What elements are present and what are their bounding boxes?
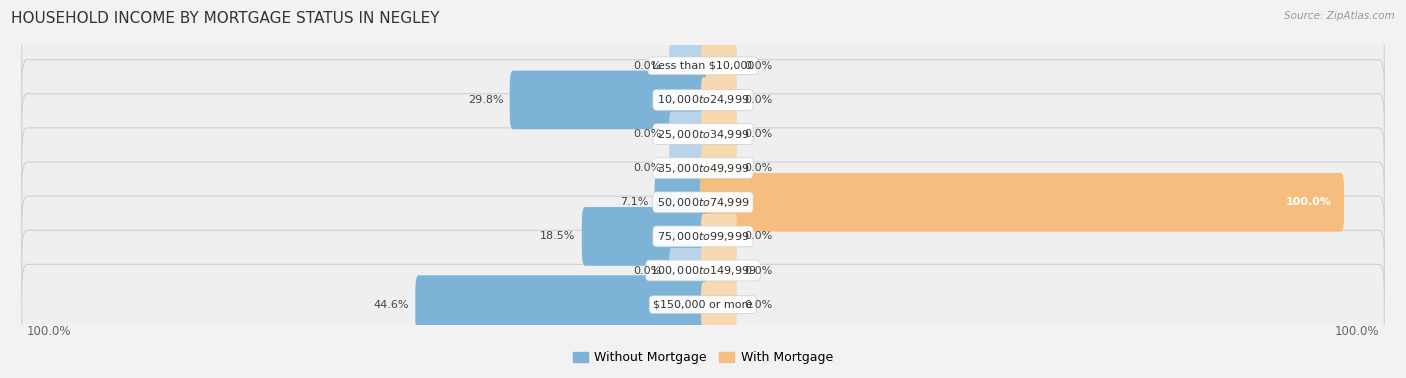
FancyBboxPatch shape: [21, 264, 1385, 345]
Text: 100.0%: 100.0%: [1334, 325, 1379, 338]
Text: 0.0%: 0.0%: [744, 163, 773, 173]
Text: $100,000 to $149,999: $100,000 to $149,999: [650, 264, 756, 277]
FancyBboxPatch shape: [415, 275, 706, 334]
FancyBboxPatch shape: [702, 282, 737, 327]
Text: 0.0%: 0.0%: [633, 265, 662, 276]
FancyBboxPatch shape: [700, 173, 1344, 232]
FancyBboxPatch shape: [21, 26, 1385, 106]
FancyBboxPatch shape: [702, 77, 737, 122]
Text: 0.0%: 0.0%: [633, 163, 662, 173]
FancyBboxPatch shape: [702, 214, 737, 259]
Text: $35,000 to $49,999: $35,000 to $49,999: [657, 162, 749, 175]
Text: Source: ZipAtlas.com: Source: ZipAtlas.com: [1284, 11, 1395, 21]
FancyBboxPatch shape: [669, 146, 704, 191]
FancyBboxPatch shape: [669, 112, 704, 156]
FancyBboxPatch shape: [669, 43, 704, 88]
Text: $150,000 or more: $150,000 or more: [654, 300, 752, 310]
FancyBboxPatch shape: [21, 196, 1385, 277]
Text: 0.0%: 0.0%: [744, 231, 773, 242]
Text: 0.0%: 0.0%: [744, 129, 773, 139]
FancyBboxPatch shape: [21, 128, 1385, 208]
FancyBboxPatch shape: [21, 94, 1385, 174]
Text: $10,000 to $24,999: $10,000 to $24,999: [657, 93, 749, 107]
FancyBboxPatch shape: [582, 207, 706, 266]
Text: 0.0%: 0.0%: [744, 265, 773, 276]
Text: 18.5%: 18.5%: [540, 231, 575, 242]
Text: 0.0%: 0.0%: [744, 95, 773, 105]
Text: Less than $10,000: Less than $10,000: [652, 61, 754, 71]
FancyBboxPatch shape: [655, 173, 706, 232]
Text: 0.0%: 0.0%: [633, 61, 662, 71]
FancyBboxPatch shape: [21, 162, 1385, 243]
FancyBboxPatch shape: [669, 248, 704, 293]
Text: 100.0%: 100.0%: [27, 325, 72, 338]
Text: 44.6%: 44.6%: [374, 300, 409, 310]
FancyBboxPatch shape: [702, 112, 737, 156]
FancyBboxPatch shape: [702, 248, 737, 293]
Text: 29.8%: 29.8%: [468, 95, 503, 105]
FancyBboxPatch shape: [702, 146, 737, 191]
FancyBboxPatch shape: [702, 43, 737, 88]
Text: 7.1%: 7.1%: [620, 197, 648, 207]
Text: 0.0%: 0.0%: [744, 300, 773, 310]
Text: $25,000 to $34,999: $25,000 to $34,999: [657, 127, 749, 141]
FancyBboxPatch shape: [21, 230, 1385, 311]
FancyBboxPatch shape: [21, 60, 1385, 140]
Text: 0.0%: 0.0%: [633, 129, 662, 139]
Text: HOUSEHOLD INCOME BY MORTGAGE STATUS IN NEGLEY: HOUSEHOLD INCOME BY MORTGAGE STATUS IN N…: [11, 11, 440, 26]
Text: $50,000 to $74,999: $50,000 to $74,999: [657, 196, 749, 209]
Text: 100.0%: 100.0%: [1285, 197, 1331, 207]
Text: $75,000 to $99,999: $75,000 to $99,999: [657, 230, 749, 243]
Legend: Without Mortgage, With Mortgage: Without Mortgage, With Mortgage: [568, 346, 838, 369]
FancyBboxPatch shape: [510, 71, 706, 129]
Text: 0.0%: 0.0%: [744, 61, 773, 71]
